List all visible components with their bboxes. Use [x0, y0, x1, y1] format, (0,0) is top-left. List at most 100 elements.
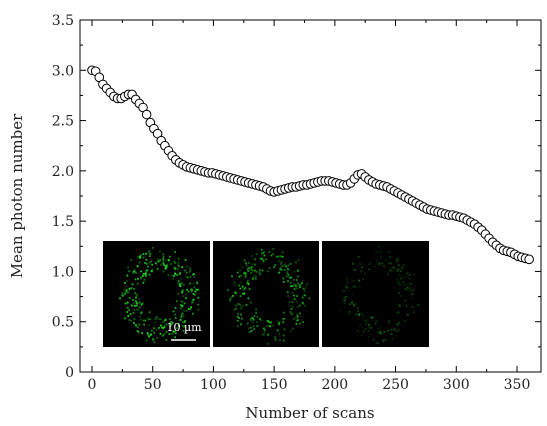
- fluorescence-speck: [378, 327, 380, 330]
- fluorescence-speck: [299, 322, 302, 325]
- fluorescence-speck: [382, 340, 385, 342]
- fluorescence-speck: [398, 304, 401, 307]
- fluorescence-speck: [170, 320, 173, 323]
- fluorescence-speck: [361, 333, 363, 336]
- fluorescence-speck: [245, 272, 247, 274]
- fluorescence-speck: [359, 323, 361, 326]
- fluorescence-speck: [297, 259, 300, 261]
- fluorescence-speck: [190, 306, 192, 309]
- fluorescence-speck: [136, 282, 139, 285]
- fluorescence-speck: [142, 281, 145, 284]
- fluorescence-speck: [240, 323, 242, 326]
- fluorescence-speck: [148, 335, 151, 337]
- y-tick-label: 2.5: [52, 114, 74, 130]
- fluorescence-speck: [182, 283, 185, 286]
- fluorescence-speck: [282, 334, 285, 337]
- x-tick-label: 100: [200, 377, 227, 393]
- fluorescence-speck: [230, 296, 233, 298]
- fluorescence-speck: [192, 282, 195, 285]
- inset-image-2: [213, 241, 319, 347]
- fluorescence-speck: [191, 273, 194, 276]
- fluorescence-speck: [291, 312, 294, 315]
- fluorescence-speck: [397, 268, 400, 271]
- fluorescence-speck: [289, 281, 292, 284]
- fluorescence-speck: [159, 259, 161, 262]
- fluorescence-speck: [383, 331, 386, 333]
- fluorescence-speck: [398, 292, 401, 294]
- fluorescence-speck: [164, 318, 167, 321]
- fluorescence-speck: [185, 297, 187, 299]
- fluorescence-speck: [278, 321, 281, 324]
- fluorescence-speck: [129, 313, 132, 315]
- fluorescence-speck: [127, 266, 129, 269]
- fluorescence-speck: [132, 312, 135, 314]
- fluorescence-speck: [164, 266, 167, 268]
- fluorescence-speck: [175, 273, 178, 276]
- fluorescence-speck: [380, 256, 383, 259]
- fluorescence-speck: [170, 323, 173, 326]
- fluorescence-speck: [383, 265, 385, 267]
- fluorescence-speck: [125, 289, 127, 291]
- fluorescence-speck: [163, 264, 166, 267]
- fluorescence-speck: [255, 270, 258, 273]
- fluorescence-speck: [140, 303, 143, 306]
- fluorescence-speck: [151, 270, 154, 273]
- fluorescence-speck: [181, 300, 183, 303]
- fluorescence-speck: [163, 332, 166, 335]
- fluorescence-speck: [303, 304, 306, 307]
- fluorescence-speck: [292, 305, 294, 308]
- fluorescence-speck: [270, 321, 272, 324]
- fluorescence-speck: [130, 319, 132, 322]
- fluorescence-speck: [173, 330, 176, 333]
- fluorescence-speck: [401, 274, 404, 277]
- fluorescence-speck: [405, 304, 408, 307]
- fluorescence-speck: [150, 260, 152, 263]
- fluorescence-speck: [360, 326, 363, 329]
- fluorescence-speck: [365, 323, 367, 326]
- fluorescence-speck: [289, 329, 292, 332]
- fluorescence-speck: [182, 295, 184, 298]
- fluorescence-speck: [189, 275, 192, 278]
- fluorescence-speck: [377, 331, 380, 334]
- fluorescence-speck: [234, 291, 237, 294]
- inset-background: [103, 241, 210, 347]
- fluorescence-speck: [409, 287, 412, 289]
- fluorescence-speck: [162, 257, 164, 260]
- fluorescence-speck: [399, 277, 402, 280]
- fluorescence-speck: [174, 262, 177, 265]
- fluorescence-speck: [260, 319, 262, 322]
- fluorescence-speck: [148, 252, 151, 255]
- fluorescence-speck: [345, 277, 348, 280]
- fluorescence-speck: [191, 299, 194, 302]
- fluorescence-speck: [159, 250, 161, 253]
- fluorescence-speck: [248, 266, 251, 269]
- fluorescence-speck: [297, 319, 299, 321]
- fluorescence-speck: [144, 275, 147, 277]
- fluorescence-speck: [145, 339, 148, 342]
- fluorescence-speck: [167, 274, 170, 277]
- fluorescence-speck: [179, 304, 182, 307]
- fluorescence-speck: [123, 317, 126, 320]
- fluorescence-speck: [251, 266, 254, 268]
- fluorescence-speck: [156, 268, 159, 270]
- fluorescence-speck: [236, 320, 239, 322]
- fluorescence-speck: [407, 283, 409, 286]
- fluorescence-speck: [278, 322, 280, 325]
- fluorescence-speck: [279, 339, 281, 342]
- fluorescence-speck: [396, 323, 399, 326]
- fluorescence-speck: [250, 255, 253, 257]
- fluorescence-speck: [173, 275, 175, 277]
- fluorescence-speck: [259, 269, 261, 271]
- fluorescence-speck: [392, 266, 395, 268]
- fluorescence-speck: [235, 307, 237, 310]
- fluorescence-speck: [119, 297, 121, 300]
- fluorescence-speck: [241, 266, 244, 269]
- fluorescence-speck: [185, 297, 187, 300]
- fluorescence-speck: [191, 312, 194, 315]
- fluorescence-speck: [260, 252, 263, 255]
- fluorescence-speck: [244, 286, 246, 289]
- fluorescence-speck: [345, 285, 347, 287]
- fluorescence-speck: [274, 264, 277, 266]
- fluorescence-speck: [181, 291, 184, 294]
- x-tick-label: 150: [261, 377, 288, 393]
